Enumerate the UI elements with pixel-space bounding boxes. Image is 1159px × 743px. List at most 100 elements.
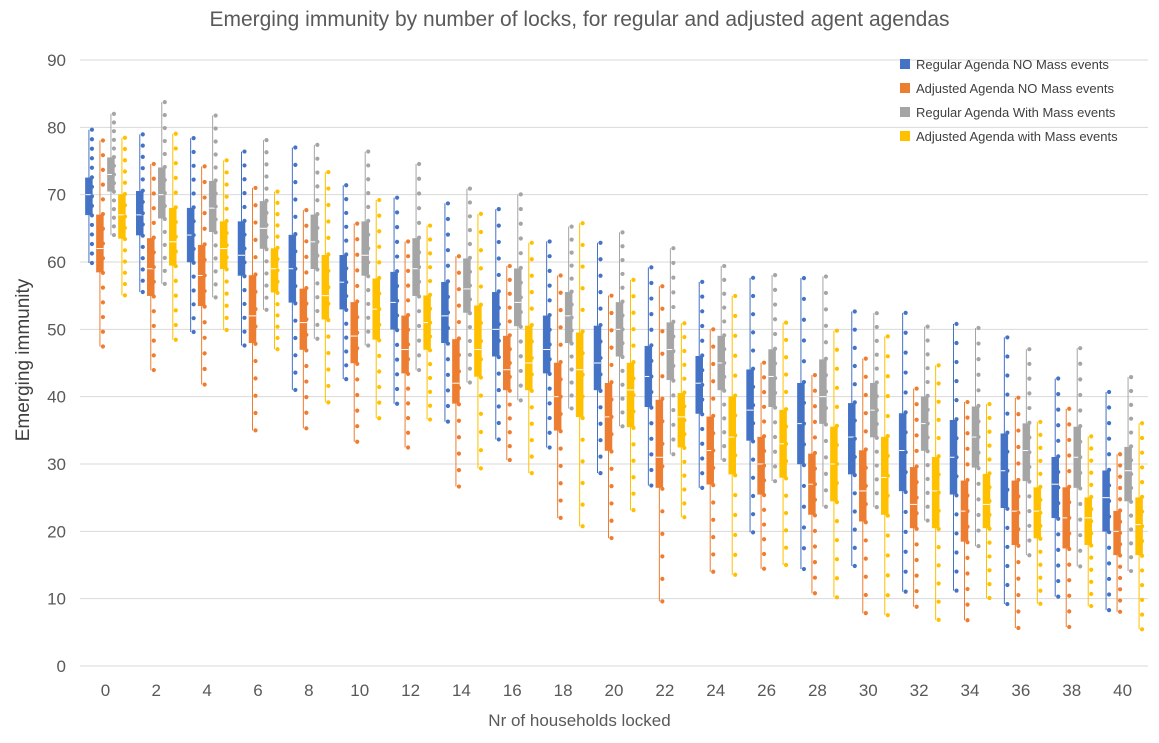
data-point bbox=[801, 317, 807, 322]
data-point bbox=[445, 325, 451, 331]
data-point bbox=[100, 270, 106, 276]
data-point bbox=[750, 439, 756, 444]
data-point bbox=[987, 457, 992, 462]
data-point bbox=[405, 298, 411, 303]
data-point bbox=[416, 264, 422, 270]
data-point bbox=[1106, 592, 1112, 597]
data-point bbox=[496, 305, 501, 310]
y-tick-label: 80 bbox=[47, 118, 66, 137]
data-point bbox=[315, 336, 320, 341]
data-point bbox=[456, 336, 462, 341]
data-point bbox=[609, 449, 614, 454]
data-point bbox=[558, 463, 563, 469]
data-point bbox=[213, 217, 218, 222]
data-point bbox=[264, 271, 269, 276]
data-point bbox=[914, 386, 919, 391]
data-point bbox=[1128, 430, 1134, 435]
legend-label-series-1: Regular Agenda NO Mass events bbox=[916, 56, 1109, 72]
data-point bbox=[140, 267, 145, 272]
data-point bbox=[1056, 391, 1061, 397]
data-point bbox=[801, 504, 807, 509]
data-point bbox=[1078, 533, 1083, 538]
data-point bbox=[275, 245, 280, 251]
box-4-12 bbox=[423, 223, 433, 422]
data-point bbox=[100, 138, 106, 143]
data-point bbox=[1139, 435, 1145, 441]
data-point bbox=[711, 483, 716, 488]
data-point bbox=[660, 441, 665, 446]
data-point bbox=[416, 161, 422, 167]
data-point bbox=[987, 471, 992, 476]
data-point bbox=[173, 264, 178, 269]
data-point bbox=[89, 137, 95, 142]
box-2-26 bbox=[757, 360, 767, 571]
data-point bbox=[925, 352, 930, 357]
data-point bbox=[344, 196, 349, 202]
data-point bbox=[394, 225, 400, 230]
data-point bbox=[1106, 405, 1112, 410]
data-point bbox=[598, 290, 603, 295]
data-point bbox=[722, 374, 727, 379]
x-tick-label: 18 bbox=[554, 681, 573, 700]
box-3-32 bbox=[920, 324, 930, 523]
data-point bbox=[445, 294, 451, 300]
data-point bbox=[580, 415, 585, 421]
data-point bbox=[631, 277, 636, 282]
data-point bbox=[569, 250, 574, 255]
data-point bbox=[151, 294, 156, 299]
box-1-24 bbox=[695, 279, 705, 491]
data-point bbox=[700, 471, 705, 476]
box-1-6 bbox=[237, 149, 247, 348]
data-point bbox=[275, 335, 280, 341]
data-point bbox=[445, 201, 451, 206]
data-point bbox=[801, 276, 807, 281]
data-point bbox=[750, 475, 756, 480]
data-point bbox=[834, 519, 840, 524]
data-point bbox=[976, 512, 981, 518]
data-point bbox=[733, 493, 738, 498]
data-point bbox=[1128, 485, 1134, 491]
data-point bbox=[478, 375, 484, 380]
data-point bbox=[772, 273, 778, 278]
data-point bbox=[89, 175, 95, 180]
data-point bbox=[631, 376, 636, 381]
data-point bbox=[1128, 375, 1134, 380]
data-point bbox=[620, 410, 625, 415]
data-point bbox=[394, 328, 400, 333]
box-1-4 bbox=[186, 136, 196, 335]
data-point bbox=[122, 281, 128, 287]
data-point bbox=[660, 374, 665, 379]
data-point bbox=[1089, 458, 1094, 463]
x-tick-label: 32 bbox=[910, 681, 929, 700]
data-point bbox=[394, 342, 400, 347]
data-point bbox=[671, 378, 676, 383]
data-point bbox=[936, 490, 941, 495]
data-point bbox=[478, 466, 484, 471]
data-point bbox=[191, 232, 196, 238]
data-point bbox=[598, 339, 603, 344]
data-point bbox=[377, 338, 382, 343]
data-point bbox=[140, 289, 145, 295]
data-point bbox=[173, 161, 178, 166]
data-point bbox=[631, 392, 636, 398]
data-point bbox=[885, 394, 890, 399]
data-point bbox=[242, 191, 247, 196]
data-point bbox=[326, 367, 331, 372]
data-point bbox=[987, 540, 992, 545]
data-point bbox=[315, 184, 320, 189]
data-point bbox=[1016, 527, 1021, 532]
data-point bbox=[1056, 563, 1061, 568]
data-point bbox=[529, 454, 534, 459]
data-point bbox=[1056, 407, 1061, 412]
data-point bbox=[293, 370, 298, 375]
data-point bbox=[700, 426, 705, 432]
data-point bbox=[100, 314, 106, 320]
data-point bbox=[355, 392, 360, 398]
data-point bbox=[812, 560, 818, 565]
x-tick-label: 14 bbox=[452, 681, 471, 700]
data-point bbox=[914, 495, 919, 500]
data-point bbox=[1056, 594, 1061, 599]
data-point bbox=[89, 184, 95, 189]
data-point bbox=[1067, 484, 1072, 489]
data-point bbox=[467, 255, 473, 260]
